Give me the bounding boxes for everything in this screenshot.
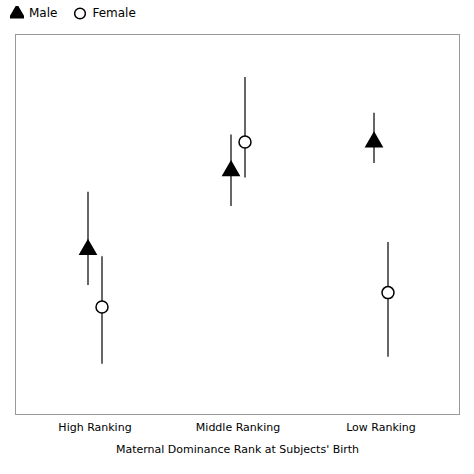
svg-text:Maternal Dominance Rank at Sub: Maternal Dominance Rank at Subjects' Bir…	[116, 443, 359, 456]
svg-text:Middle Ranking: Middle Ranking	[196, 421, 280, 434]
svg-text:Low Ranking: Low Ranking	[346, 421, 416, 434]
html-text:Female: Female	[92, 6, 136, 20]
svg-text:High Ranking: High Ranking	[58, 421, 131, 434]
html-text:Male: Male	[29, 6, 58, 20]
